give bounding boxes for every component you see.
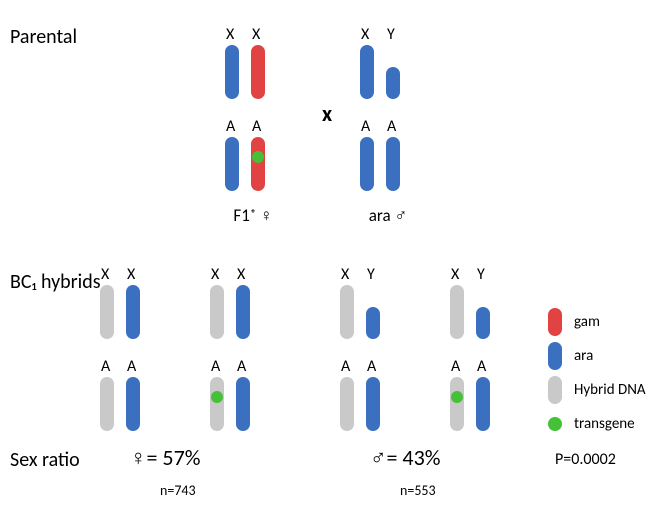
bc1-2-sex-label-1: Y (367, 265, 375, 284)
parental-0-sex-label-1: X (252, 25, 260, 44)
bc1-2-auto-chrom-1 (366, 377, 380, 431)
bc1-3-auto-chrom-1 (476, 377, 490, 431)
p-value: P=0.0002 (555, 450, 616, 469)
bc1-1-auto-chrom-0 (210, 377, 224, 431)
label-bc1-hybrids: BC₁ hybrids (10, 270, 101, 294)
parental-1-auto-label-0: A (361, 117, 370, 136)
bc1-1-auto-chrom-1 (236, 377, 250, 431)
parental-0-auto-chrom-1 (251, 137, 265, 191)
bc1-2-sex-chrom-1 (366, 307, 380, 339)
bc1-0-auto-chrom-0 (100, 377, 114, 431)
n-female: n=743 (160, 482, 196, 499)
legend-label-ara: ara (574, 347, 593, 365)
parental-1-auto-label-1: A (387, 117, 396, 136)
bc1-0-sex-chrom-0 (100, 285, 114, 339)
bc1-1-sex-label-1: X (237, 265, 245, 284)
parental-1-sex-chrom-1 (386, 67, 400, 99)
bc1-3-auto-chrom-0 (450, 377, 464, 431)
bc1-0-sex-label-1: X (127, 265, 135, 284)
parental-0-auto-transgene (252, 151, 264, 163)
parental-0-sex-label-0: X (226, 25, 234, 44)
bc1-3-auto-label-1: A (477, 357, 486, 376)
bc1-1-sex-chrom-0 (210, 285, 224, 339)
parental-1-sex-label-0: X (361, 25, 369, 44)
parental-1-sex-chrom-0 (360, 45, 374, 99)
bc1-2-auto-label-0: A (341, 357, 350, 376)
bc1-3-auto-label-0: A (451, 357, 460, 376)
bc1-0-auto-label-0: A (101, 357, 110, 376)
bc1-3-sex-chrom-1 (476, 307, 490, 339)
parental-0-caption: F1⁺ ♀ (213, 205, 293, 226)
legend-label-transgene: transgene (574, 415, 635, 433)
bc1-3-auto-transgene (451, 391, 463, 403)
ratio-female: ♀= 57% (130, 444, 200, 471)
bc1-2-sex-label-0: X (341, 265, 349, 284)
parental-0-auto-label-0: A (226, 117, 235, 136)
cross-symbol: x (322, 100, 332, 127)
bc1-0-auto-label-1: A (127, 357, 136, 376)
parental-1-caption: ara ♂ (348, 205, 428, 226)
bc1-3-sex-label-1: Y (477, 265, 485, 284)
parental-0-sex-chrom-1 (251, 45, 265, 99)
bc1-0-auto-chrom-1 (126, 377, 140, 431)
bc1-0-sex-label-0: X (101, 265, 109, 284)
legend-swatch-transgene (548, 417, 562, 431)
legend-swatch-ara (548, 342, 562, 370)
n-male: n=553 (400, 482, 436, 499)
bc1-3-sex-label-0: X (451, 265, 459, 284)
bc1-1-auto-label-0: A (211, 357, 220, 376)
parental-0-sex-chrom-0 (225, 45, 239, 99)
label-parental: Parental (10, 25, 77, 49)
legend-label-gam: gam (574, 313, 600, 331)
bc1-1-sex-chrom-1 (236, 285, 250, 339)
bc1-3-sex-chrom-0 (450, 285, 464, 339)
label-sex-ratio: Sex ratio (10, 448, 80, 472)
ratio-male: ♂= 43% (370, 444, 440, 471)
bc1-2-auto-label-1: A (367, 357, 376, 376)
parental-0-auto-label-1: A (252, 117, 261, 136)
legend-swatch-hybrid (548, 376, 562, 404)
parental-1-auto-chrom-1 (386, 137, 400, 191)
bc1-1-auto-label-1: A (237, 357, 246, 376)
bc1-1-auto-transgene (211, 391, 223, 403)
legend-swatch-gam (548, 308, 562, 336)
bc1-1-sex-label-0: X (211, 265, 219, 284)
bc1-2-auto-chrom-0 (340, 377, 354, 431)
parental-1-auto-chrom-0 (360, 137, 374, 191)
parental-0-auto-chrom-0 (225, 137, 239, 191)
bc1-2-sex-chrom-0 (340, 285, 354, 339)
parental-1-sex-label-1: Y (387, 25, 395, 44)
legend-label-hybrid: Hybrid DNA (574, 381, 646, 399)
bc1-0-sex-chrom-1 (126, 285, 140, 339)
